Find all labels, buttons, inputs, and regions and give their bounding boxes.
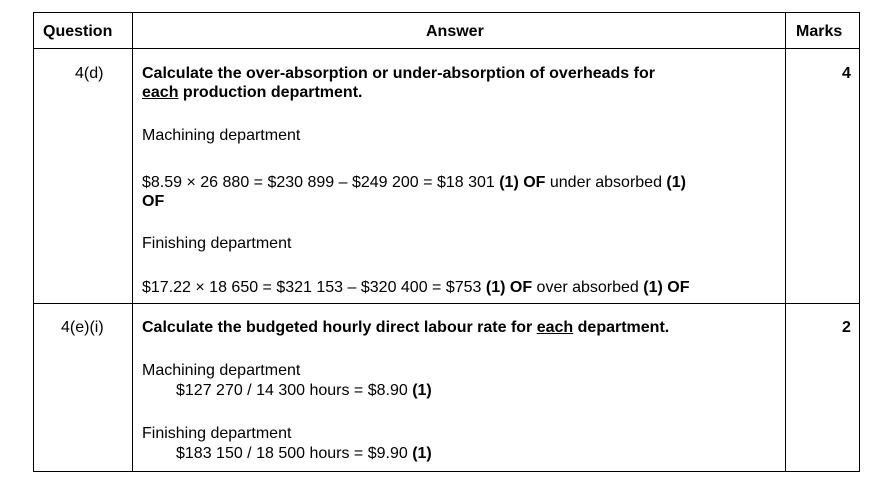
header-marks: Marks [796,23,843,40]
title-text: Calculate the over-absorption or under-a… [142,65,655,82]
row-divider [34,303,859,304]
calculation: $8.59 × 26 880 = $230 899 – $249 200 = $… [142,173,686,211]
mark-annotation: (1) OF [485,279,533,296]
title-text: production department. [178,84,363,101]
calculation: $17.22 × 18 650 = $321 153 – $320 400 = … [142,278,690,297]
question-number: 4(e)(i) [61,319,104,336]
mark-annotation: (1) OF [499,174,546,191]
department-label: Finishing department [142,235,292,252]
column-divider [132,13,133,471]
department-label: Machining department [142,127,301,144]
department-label: Finishing department [142,425,292,442]
mark-annotation: OF [142,193,165,210]
header-answer: Answer [426,23,484,40]
department-label: Machining department [142,362,301,379]
column-divider [785,13,786,471]
calculation: $127 270 / 14 300 hours = $8.90 (1) [176,381,432,400]
mark-annotation: (1) [666,174,686,191]
marks-value: 4 [842,65,851,82]
calc-text: $127 270 / 14 300 hours = $8.90 [176,382,413,399]
question-number: 4(d) [75,65,104,82]
title-emphasis: each [142,84,179,101]
mark-annotation: (1) OF [643,279,690,296]
title-emphasis: each [536,319,574,336]
calc-text: under absorbed [545,174,667,191]
calc-text: over absorbed [532,279,644,296]
mark-scheme-table: Question Answer Marks 4(d) 4 Calculate t… [33,12,860,472]
calc-text: $183 150 / 18 500 hours = $9.90 [176,445,413,462]
calculation: $183 150 / 18 500 hours = $9.90 (1) [176,444,432,463]
mark-annotation: (1) [412,382,432,399]
question-title: Calculate the budgeted hourly direct lab… [142,318,669,337]
marks-value: 2 [842,319,851,336]
title-text: department. [573,319,670,336]
row-divider [34,48,859,49]
mark-annotation: (1) [412,445,432,462]
header-question: Question [43,23,113,40]
calc-text: $17.22 × 18 650 = $321 153 – $320 400 = … [142,279,486,296]
question-title: Calculate the over-absorption or under-a… [142,64,655,102]
title-text: Calculate the budgeted hourly direct lab… [142,319,537,336]
calc-text: $8.59 × 26 880 = $230 899 – $249 200 = $… [142,174,500,191]
